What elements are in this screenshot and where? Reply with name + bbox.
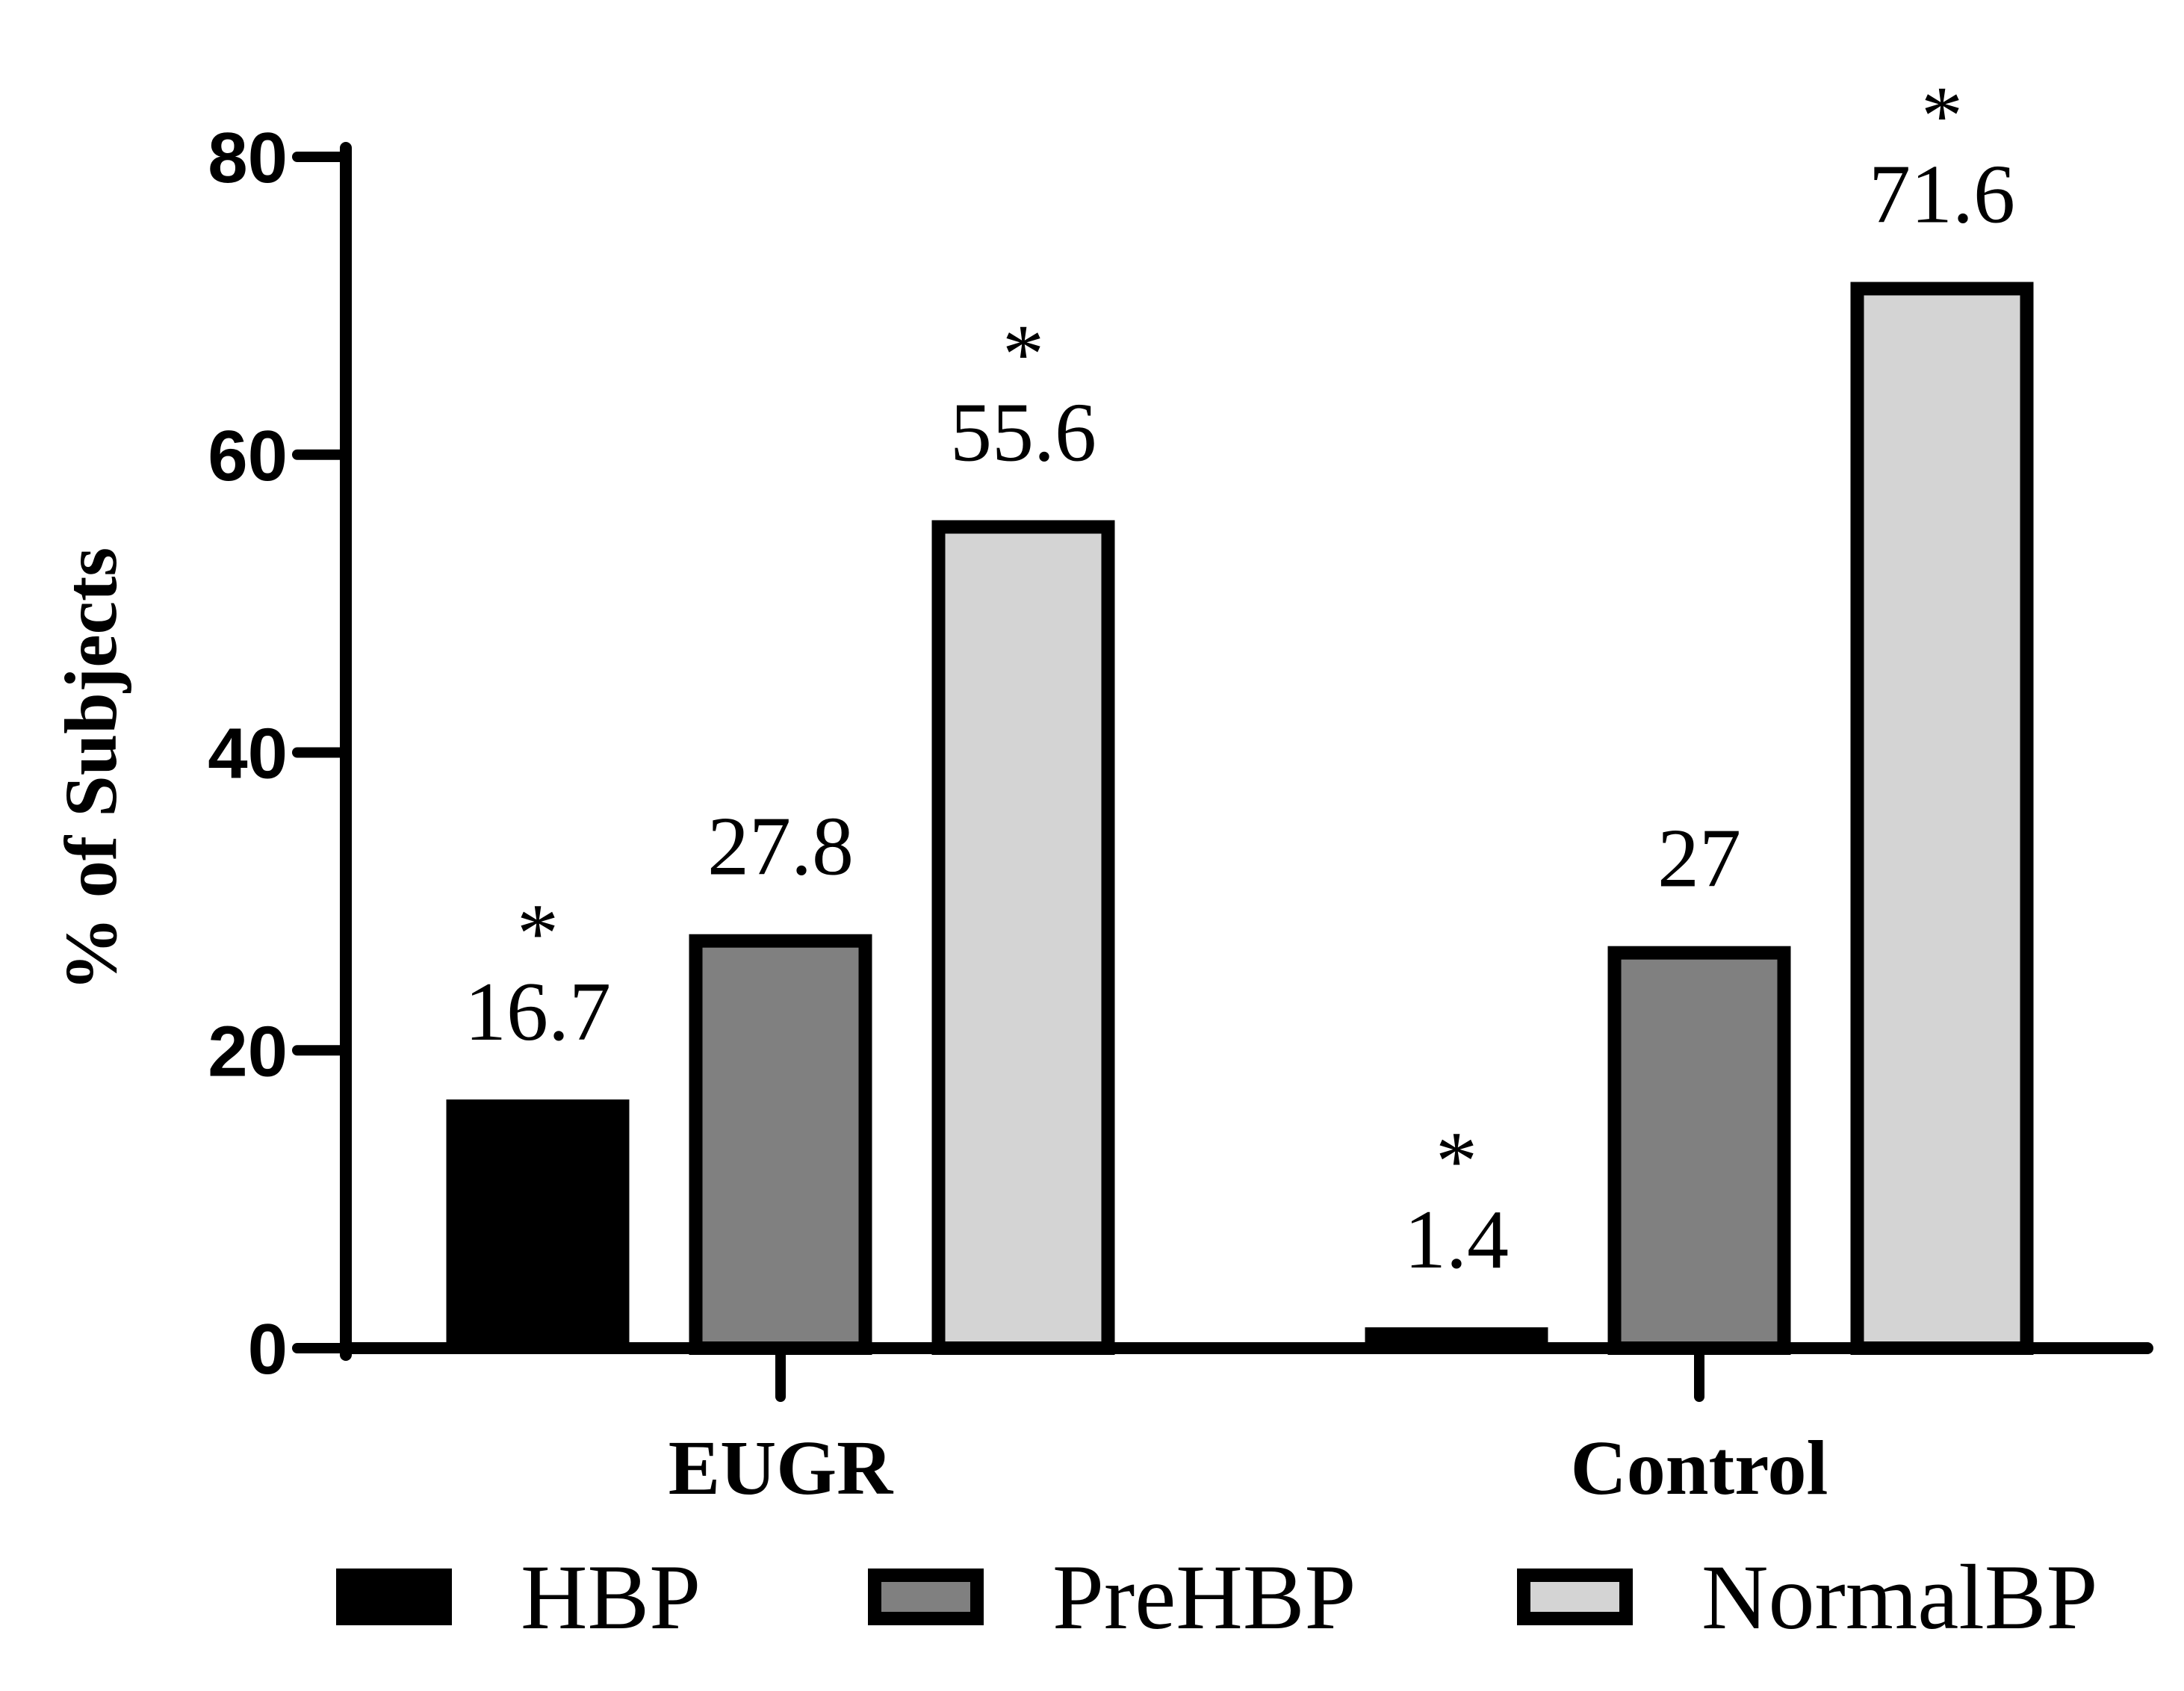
significance-marker: *: [1436, 1115, 1477, 1208]
legend-label-hbp: HBP: [521, 1546, 701, 1648]
bar-prehbp-eugr: [689, 934, 872, 1356]
data-label: 71.6: [1869, 148, 2015, 241]
bar-normalbp-control: [1850, 282, 2034, 1356]
y-axis: 0 20 40 60 80: [208, 118, 352, 1389]
bar-prehbp-control: [1607, 946, 1791, 1355]
legend-swatch-hbp: [336, 1569, 452, 1625]
y-tick-label: 20: [208, 1011, 288, 1091]
data-label: 55.6: [950, 386, 1096, 479]
x-axis: EUGR Control: [340, 1342, 2153, 1511]
x-tick-label: EUGR: [668, 1425, 894, 1511]
legend-label-normalbp: NormalBP: [1701, 1546, 2097, 1648]
x-tick-label: Control: [1571, 1425, 1828, 1511]
significance-marker: *: [517, 887, 559, 980]
legend: HBP PreHBP NormalBP: [336, 1546, 2097, 1648]
y-axis-label: % of Subjects: [49, 547, 132, 991]
data-label: 27.8: [707, 801, 854, 893]
y-tick-label: 80: [208, 118, 288, 198]
data-label: 16.7: [465, 966, 611, 1058]
y-tick-label: 0: [248, 1309, 288, 1389]
y-tick-label: 40: [208, 714, 288, 794]
bar-hbp-eugr: [446, 1099, 630, 1348]
legend-swatch-normalbp: [1517, 1569, 1633, 1625]
legend-swatch-prehbp: [868, 1569, 984, 1625]
y-tick-label: 60: [208, 416, 288, 496]
significance-marker: *: [1002, 308, 1044, 400]
data-label: 27: [1657, 813, 1741, 905]
data-label: 1.4: [1404, 1194, 1509, 1286]
bar-normalbp-eugr: [931, 520, 1115, 1355]
legend-label-prehbp: PreHBP: [1052, 1546, 1356, 1648]
significance-marker: *: [1921, 69, 1963, 162]
